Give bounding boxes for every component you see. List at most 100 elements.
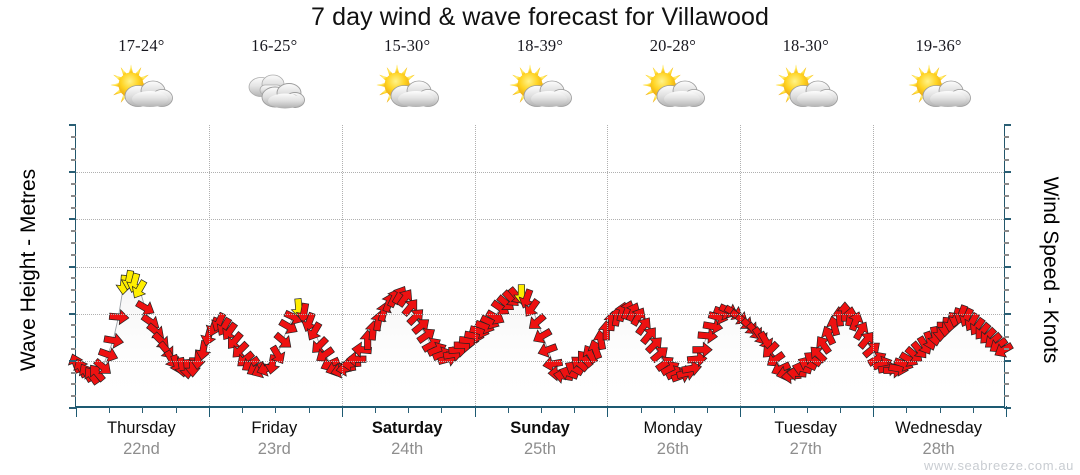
axis-minor-tick xyxy=(71,253,76,256)
axis-minor-tick xyxy=(1004,324,1009,327)
wind-direction-arrow xyxy=(228,331,244,349)
x-axis-tick xyxy=(906,406,908,413)
wind-direction-arrow xyxy=(762,340,780,358)
wind-direction-arrow xyxy=(416,328,436,344)
x-axis-tick xyxy=(939,406,941,413)
axis-minor-tick xyxy=(71,371,76,374)
day-label-thursday: Thursday 22nd xyxy=(75,418,208,470)
x-axis-tick xyxy=(707,406,709,413)
temperature-range: 19-36° xyxy=(915,36,962,55)
axis-minor-tick xyxy=(1004,159,1009,162)
axis-tick xyxy=(1004,312,1011,315)
temperature-range: 16-25° xyxy=(251,36,298,55)
axis-minor-tick xyxy=(71,206,76,209)
wind-direction-arrow xyxy=(97,347,119,363)
x-axis-tick xyxy=(408,406,410,413)
axis-minor-tick xyxy=(1004,336,1009,339)
axis-tick xyxy=(69,124,76,126)
axis-minor-tick xyxy=(71,383,76,386)
wind-direction-arrow xyxy=(681,360,702,377)
day-label-saturday: Saturday 24th xyxy=(341,418,474,470)
wind-direction-arrow xyxy=(108,308,130,326)
x-axis-tick xyxy=(109,406,111,413)
temperature-range: 18-30° xyxy=(782,36,829,55)
day-label-strip: Thursday 22nd Friday 23rd Saturday 24th Sunday… xyxy=(75,418,1005,470)
day-header-friday: 16-25° xyxy=(208,36,341,126)
day-name: Thursday xyxy=(107,419,176,437)
day-header-saturday: 15-30° xyxy=(341,36,474,126)
axis-minor-tick xyxy=(1004,135,1009,138)
wind-direction-arrow xyxy=(103,332,124,349)
gridline-day-separator xyxy=(607,125,609,406)
day-date: 26th xyxy=(656,440,689,458)
wind-direction-arrow xyxy=(524,298,541,317)
axis-minor-tick xyxy=(71,395,76,398)
temperature-range: 15-30° xyxy=(384,36,431,55)
x-axis-tick xyxy=(142,406,144,413)
axis-tick xyxy=(1004,171,1011,174)
gridline-horizontal xyxy=(76,360,1004,362)
gridline-horizontal xyxy=(76,313,1004,315)
gridline-day-separator xyxy=(740,125,742,406)
axis-minor-tick xyxy=(1004,300,1009,303)
axis-tick xyxy=(69,312,76,315)
day-header-thursday: 17-24° xyxy=(75,36,208,126)
axis-minor-tick xyxy=(1004,147,1009,150)
x-axis-tick xyxy=(839,406,841,413)
x-axis-tick xyxy=(308,406,310,413)
wind-direction-arrow xyxy=(692,341,713,358)
day-date: 27th xyxy=(789,440,822,458)
x-axis-tick xyxy=(873,406,875,417)
x-axis-tick xyxy=(640,406,642,413)
wind-direction-arrow xyxy=(312,336,330,353)
x-axis-tick xyxy=(1006,406,1007,417)
x-axis-tick xyxy=(275,406,277,413)
wind-direction-arrow xyxy=(222,321,239,341)
x-axis-tick xyxy=(607,406,609,417)
cloudy-icon xyxy=(237,60,311,118)
axis-minor-tick xyxy=(1004,348,1009,351)
gridline-horizontal xyxy=(76,172,1004,174)
day-name: Wednesday xyxy=(895,419,982,437)
sun-behind-cloud-icon xyxy=(503,60,577,118)
x-axis-tick xyxy=(773,406,775,413)
day-name: Tuesday xyxy=(774,419,838,437)
x-axis-tick xyxy=(341,406,343,417)
wind-direction-arrow xyxy=(518,288,535,309)
axis-minor-tick xyxy=(1004,241,1009,244)
day-header-strip: 17-24° 16-25° xyxy=(75,36,1005,126)
x-axis-tick xyxy=(574,406,576,413)
wind-direction-arrow xyxy=(862,342,880,359)
sun-behind-cloud-icon xyxy=(636,60,710,118)
axis-minor-tick xyxy=(71,194,76,197)
day-label-monday: Monday 26th xyxy=(606,418,739,470)
gridline-horizontal xyxy=(76,266,1004,268)
page-title: 7 day wind & wave forecast for Villawood xyxy=(311,3,769,31)
day-date: 23rd xyxy=(257,440,291,458)
x-axis-tick xyxy=(208,406,210,417)
x-axis-tick xyxy=(76,406,77,417)
wind-direction-arrow xyxy=(853,321,869,341)
plot-area: 0015210315420525630 xyxy=(67,124,1014,417)
temperature-range: 17-24° xyxy=(118,36,165,55)
axis-minor-tick xyxy=(1004,383,1009,386)
axis-minor-tick xyxy=(1004,371,1009,374)
wind-direction-arrow xyxy=(635,317,651,337)
temperature-range: 18-39° xyxy=(516,36,564,55)
wind-direction-arrow xyxy=(131,279,148,299)
day-name: Saturday xyxy=(371,419,443,437)
wind-direction-arrow xyxy=(411,319,430,336)
day-label-wednesday: Wednesday 28th xyxy=(872,418,1005,470)
axis-minor-tick xyxy=(1004,194,1009,197)
axis-minor-tick xyxy=(1004,206,1009,209)
day-header-sunday: 18-39° xyxy=(474,36,607,126)
day-date: 24th xyxy=(391,440,424,458)
left-axis-title: Wave Height - Metres xyxy=(17,168,40,372)
axis-tick xyxy=(69,359,76,362)
wind-arrow-chart xyxy=(67,269,1014,406)
axis-tick xyxy=(69,218,76,221)
axis-minor-tick xyxy=(71,336,76,339)
wind-direction-arrow xyxy=(686,350,708,368)
axis-minor-tick xyxy=(1004,182,1009,185)
